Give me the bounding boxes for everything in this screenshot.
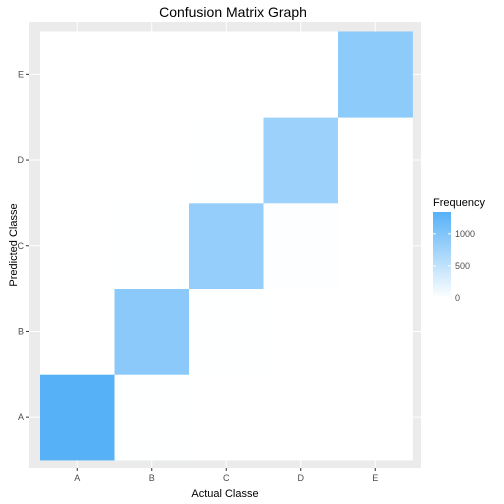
legend: Frequency 0 500 1000: [433, 197, 485, 303]
legend-title: Frequency: [433, 197, 485, 209]
x-axis: A B C D E: [74, 468, 378, 483]
x-tick-label: B: [149, 473, 155, 483]
heatmap-cell: [115, 32, 190, 118]
heatmap-cell: [189, 117, 264, 203]
y-tick-label: E: [18, 69, 24, 79]
heatmap-cell: [115, 289, 190, 375]
heatmap-cell: [115, 203, 190, 289]
heatmap-cell: [40, 32, 115, 118]
heatmap-cells: [40, 32, 413, 461]
heatmap-cell: [40, 117, 115, 203]
chart-title: Confusion Matrix Graph: [159, 4, 307, 20]
x-tick-label: C: [223, 473, 230, 483]
heatmap-cell: [338, 203, 413, 289]
heatmap-cell: [264, 374, 339, 460]
heatmap-cell: [264, 32, 339, 118]
x-tick-label: E: [372, 473, 378, 483]
y-tick-label: B: [18, 326, 24, 336]
y-tick-label: D: [18, 155, 25, 165]
heatmap-cell: [40, 203, 115, 289]
heatmap-cell: [338, 289, 413, 375]
heatmap-cell: [264, 203, 339, 289]
x-tick-label: D: [298, 473, 305, 483]
heatmap-cell: [338, 117, 413, 203]
x-tick-label: A: [74, 473, 80, 483]
x-axis-title: Actual Classe: [191, 488, 258, 500]
heatmap-cell: [189, 374, 264, 460]
heatmap-cell: [338, 374, 413, 460]
legend-label: 500: [455, 261, 470, 271]
heatmap-cell: [338, 32, 413, 118]
heatmap-cell: [189, 289, 264, 375]
heatmap-cell: [40, 289, 115, 375]
y-axis-title: Predicted Classe: [8, 203, 20, 286]
y-tick-label: A: [18, 412, 24, 422]
heatmap-cell: [264, 289, 339, 375]
heatmap-cell: [40, 374, 115, 460]
heatmap-cell: [264, 117, 339, 203]
legend-label: 0: [455, 293, 460, 303]
heatmap-cell: [189, 32, 264, 118]
heatmap-cell: [115, 117, 190, 203]
legend-colorbar: [433, 212, 451, 298]
heatmap-cell: [115, 374, 190, 460]
legend-label: 1000: [455, 229, 475, 239]
heatmap-cell: [189, 203, 264, 289]
